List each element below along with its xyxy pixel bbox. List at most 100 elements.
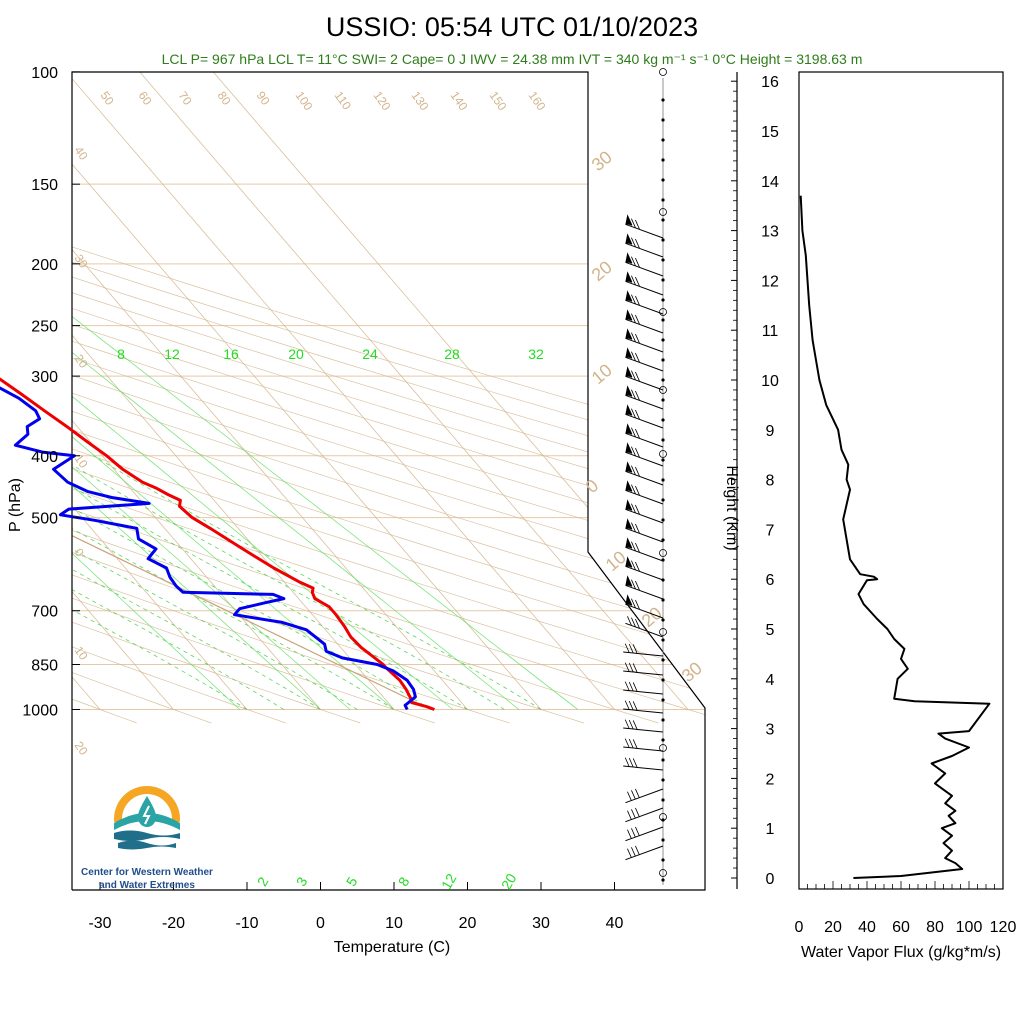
wind-barb-feather bbox=[624, 662, 630, 672]
wind-barb-feather bbox=[631, 541, 636, 551]
height-tick-label: 2 bbox=[766, 771, 775, 788]
wind-barb-staff bbox=[625, 451, 664, 467]
wind-barb-staff bbox=[623, 689, 664, 695]
x-tick-label: 30 bbox=[532, 915, 550, 932]
moist-adiabat bbox=[72, 455, 505, 710]
dry-adiabat bbox=[72, 72, 705, 724]
isotherm-label: 160 bbox=[526, 89, 549, 114]
wind-barb-feather bbox=[628, 643, 634, 654]
wind-barb-feather bbox=[635, 485, 640, 496]
barb-dot bbox=[661, 658, 665, 662]
flux-x-tick-label: 60 bbox=[892, 919, 910, 936]
mixing-ratio-label: 16 bbox=[223, 346, 239, 362]
mixing-ratio-line bbox=[72, 296, 395, 710]
pressure-label: 150 bbox=[31, 177, 58, 194]
moist-adiabat bbox=[72, 455, 432, 710]
wind-barb-feather bbox=[628, 681, 634, 692]
barb-dot bbox=[661, 798, 665, 802]
flux-x-tick-label: 120 bbox=[990, 919, 1017, 936]
dry-adiabat bbox=[72, 72, 286, 724]
dry-adiabat bbox=[72, 72, 705, 724]
x-tick-label: -20 bbox=[162, 915, 185, 932]
barb-ring bbox=[659, 308, 667, 316]
logo-wave-2 bbox=[118, 840, 176, 850]
x-tick-label: -10 bbox=[235, 915, 258, 932]
height-tick-label: 12 bbox=[761, 273, 779, 290]
wind-barb-staff bbox=[625, 603, 664, 619]
barb-dot bbox=[661, 538, 665, 542]
dry-adiabat bbox=[72, 72, 705, 724]
sounding-info-line: LCL P= 967 hPa LCL T= 11°C SWI= 2 Cape= … bbox=[162, 51, 863, 67]
wind-barb-feather bbox=[635, 618, 640, 629]
water-vapor-flux-line bbox=[799, 195, 991, 879]
height-tick-label: 5 bbox=[766, 622, 775, 639]
wind-barb-staff bbox=[623, 746, 664, 752]
mixing-ratio-label: 32 bbox=[528, 346, 544, 362]
wind-barb-feather bbox=[628, 738, 634, 749]
wind-barb-feather bbox=[628, 700, 634, 711]
wind-barb-feather bbox=[631, 332, 636, 342]
dry-adiabat bbox=[72, 72, 705, 724]
mixing-ratio-line bbox=[72, 296, 454, 710]
pressure-label: 500 bbox=[31, 511, 58, 528]
dry-adiabat bbox=[72, 72, 212, 724]
dry-adiabat bbox=[72, 72, 705, 724]
wind-barb-staff bbox=[625, 356, 664, 372]
x-tick-label: 10 bbox=[385, 915, 403, 932]
wind-barb-feather bbox=[635, 409, 640, 420]
barb-dot bbox=[661, 498, 665, 502]
wind-barb-feather bbox=[624, 700, 630, 710]
wind-barb-feather bbox=[632, 701, 638, 711]
height-tick-label: 10 bbox=[761, 373, 779, 390]
wind-barb-staff bbox=[625, 394, 664, 410]
wind-barb-feather bbox=[635, 295, 640, 306]
isotherm-label: 60 bbox=[136, 89, 155, 108]
dry-adiabat bbox=[72, 72, 705, 724]
wind-barb-feather bbox=[631, 218, 636, 228]
mixing-ratio-label: 5 bbox=[343, 874, 361, 889]
wind-barb-feather bbox=[627, 597, 632, 607]
mixing-ratio-label: 24 bbox=[362, 346, 378, 362]
moist-adiabat bbox=[72, 455, 468, 710]
wind-barb-staff bbox=[625, 280, 664, 296]
parcel-path bbox=[72, 73, 432, 711]
wind-barb-feather bbox=[627, 521, 632, 531]
wind-barb-feather bbox=[627, 255, 632, 265]
dry-adiabat bbox=[72, 72, 705, 724]
barb-ring bbox=[659, 869, 667, 877]
height-tick-label: 0 bbox=[766, 871, 775, 888]
wind-barb-feather bbox=[635, 580, 640, 591]
isotherm-line bbox=[72, 72, 174, 710]
dry-adiabat bbox=[72, 72, 705, 724]
wind-barb-feather bbox=[624, 681, 630, 691]
wind-barb-feather bbox=[632, 682, 638, 692]
wind-barb-feather bbox=[624, 643, 630, 653]
dry-adiabat bbox=[72, 72, 436, 724]
wind-barb-feather bbox=[635, 788, 640, 799]
dry-adiabat bbox=[72, 72, 705, 724]
barb-dot bbox=[661, 458, 665, 462]
wind-barb-feather bbox=[635, 276, 640, 287]
height-tick-label: 16 bbox=[761, 74, 779, 91]
barb-dot bbox=[661, 858, 665, 862]
wind-barb-feather bbox=[627, 848, 632, 858]
barb-dot bbox=[661, 698, 665, 702]
wind-barb-feather bbox=[627, 616, 632, 626]
wind-barb-feather bbox=[624, 719, 630, 729]
chart-title: USSIO: 05:54 UTC 01/10/2023 bbox=[326, 12, 698, 42]
theta-label: 0 bbox=[582, 475, 603, 497]
isotherm-label: 0 bbox=[72, 546, 87, 560]
wind-barb-feather bbox=[635, 371, 640, 382]
wind-barb-feather bbox=[627, 445, 632, 455]
wind-barb-feather bbox=[635, 238, 640, 249]
mixing-ratio-line bbox=[72, 296, 351, 710]
wind-barb-feather bbox=[631, 370, 636, 380]
wind-barb-feather bbox=[632, 758, 638, 768]
isotherm-label: 120 bbox=[371, 89, 394, 114]
wind-barb-feather bbox=[627, 483, 632, 493]
wind-barb-feather bbox=[627, 578, 632, 588]
dry-adiabat bbox=[72, 72, 705, 724]
wind-barb-feather bbox=[635, 561, 640, 572]
